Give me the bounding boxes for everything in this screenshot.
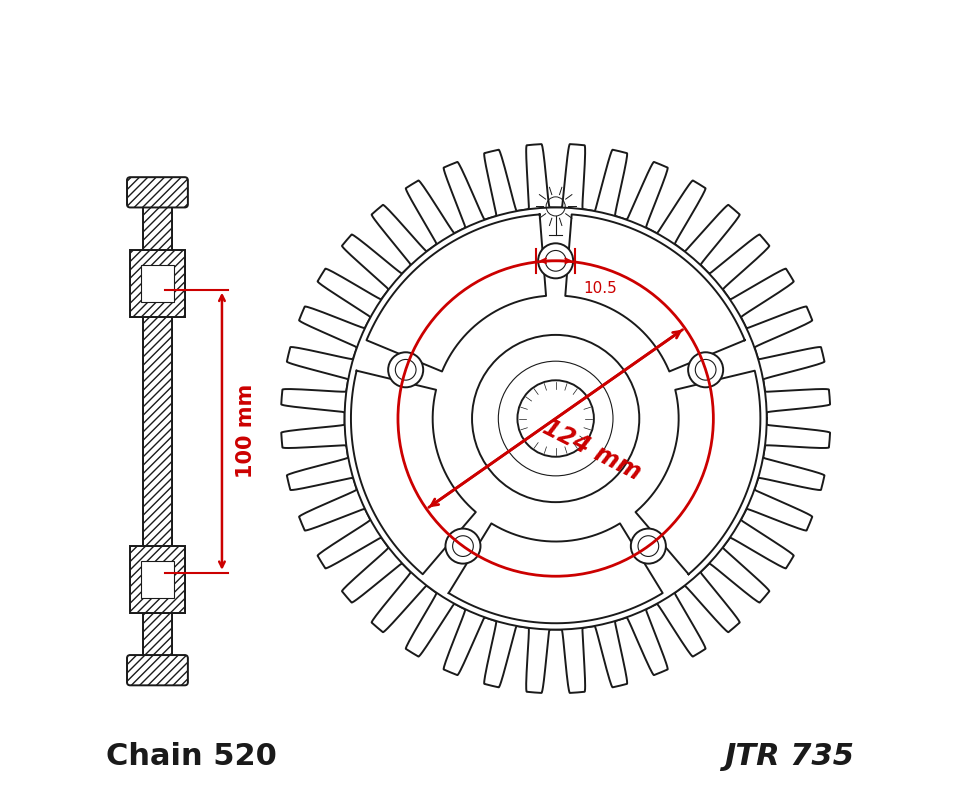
Circle shape <box>396 359 416 380</box>
Circle shape <box>345 208 767 630</box>
Circle shape <box>498 361 613 476</box>
Bar <box>141 265 174 302</box>
Text: JTR 735: JTR 735 <box>725 743 854 772</box>
Polygon shape <box>636 371 760 574</box>
Circle shape <box>695 359 716 380</box>
Circle shape <box>388 352 423 387</box>
Polygon shape <box>351 371 476 574</box>
Bar <box>143 192 172 670</box>
Polygon shape <box>565 214 745 371</box>
Circle shape <box>638 536 659 557</box>
Circle shape <box>452 536 473 557</box>
Circle shape <box>539 243 573 278</box>
FancyBboxPatch shape <box>127 655 188 686</box>
Circle shape <box>688 352 723 387</box>
Circle shape <box>445 529 481 564</box>
Text: Chain 520: Chain 520 <box>106 743 276 772</box>
Bar <box>141 561 174 597</box>
Bar <box>131 249 184 317</box>
Circle shape <box>545 250 566 271</box>
Text: 10.5: 10.5 <box>583 281 616 296</box>
Circle shape <box>472 335 639 502</box>
Polygon shape <box>281 144 830 693</box>
Bar <box>131 249 184 317</box>
Text: 124 mm: 124 mm <box>539 415 644 485</box>
Bar <box>131 546 184 613</box>
Bar <box>131 546 184 613</box>
Text: 100 mm: 100 mm <box>236 384 256 478</box>
Circle shape <box>517 380 594 457</box>
Circle shape <box>631 529 666 564</box>
Bar <box>143 192 172 670</box>
Polygon shape <box>367 214 546 371</box>
Polygon shape <box>448 524 662 623</box>
FancyBboxPatch shape <box>127 177 188 208</box>
